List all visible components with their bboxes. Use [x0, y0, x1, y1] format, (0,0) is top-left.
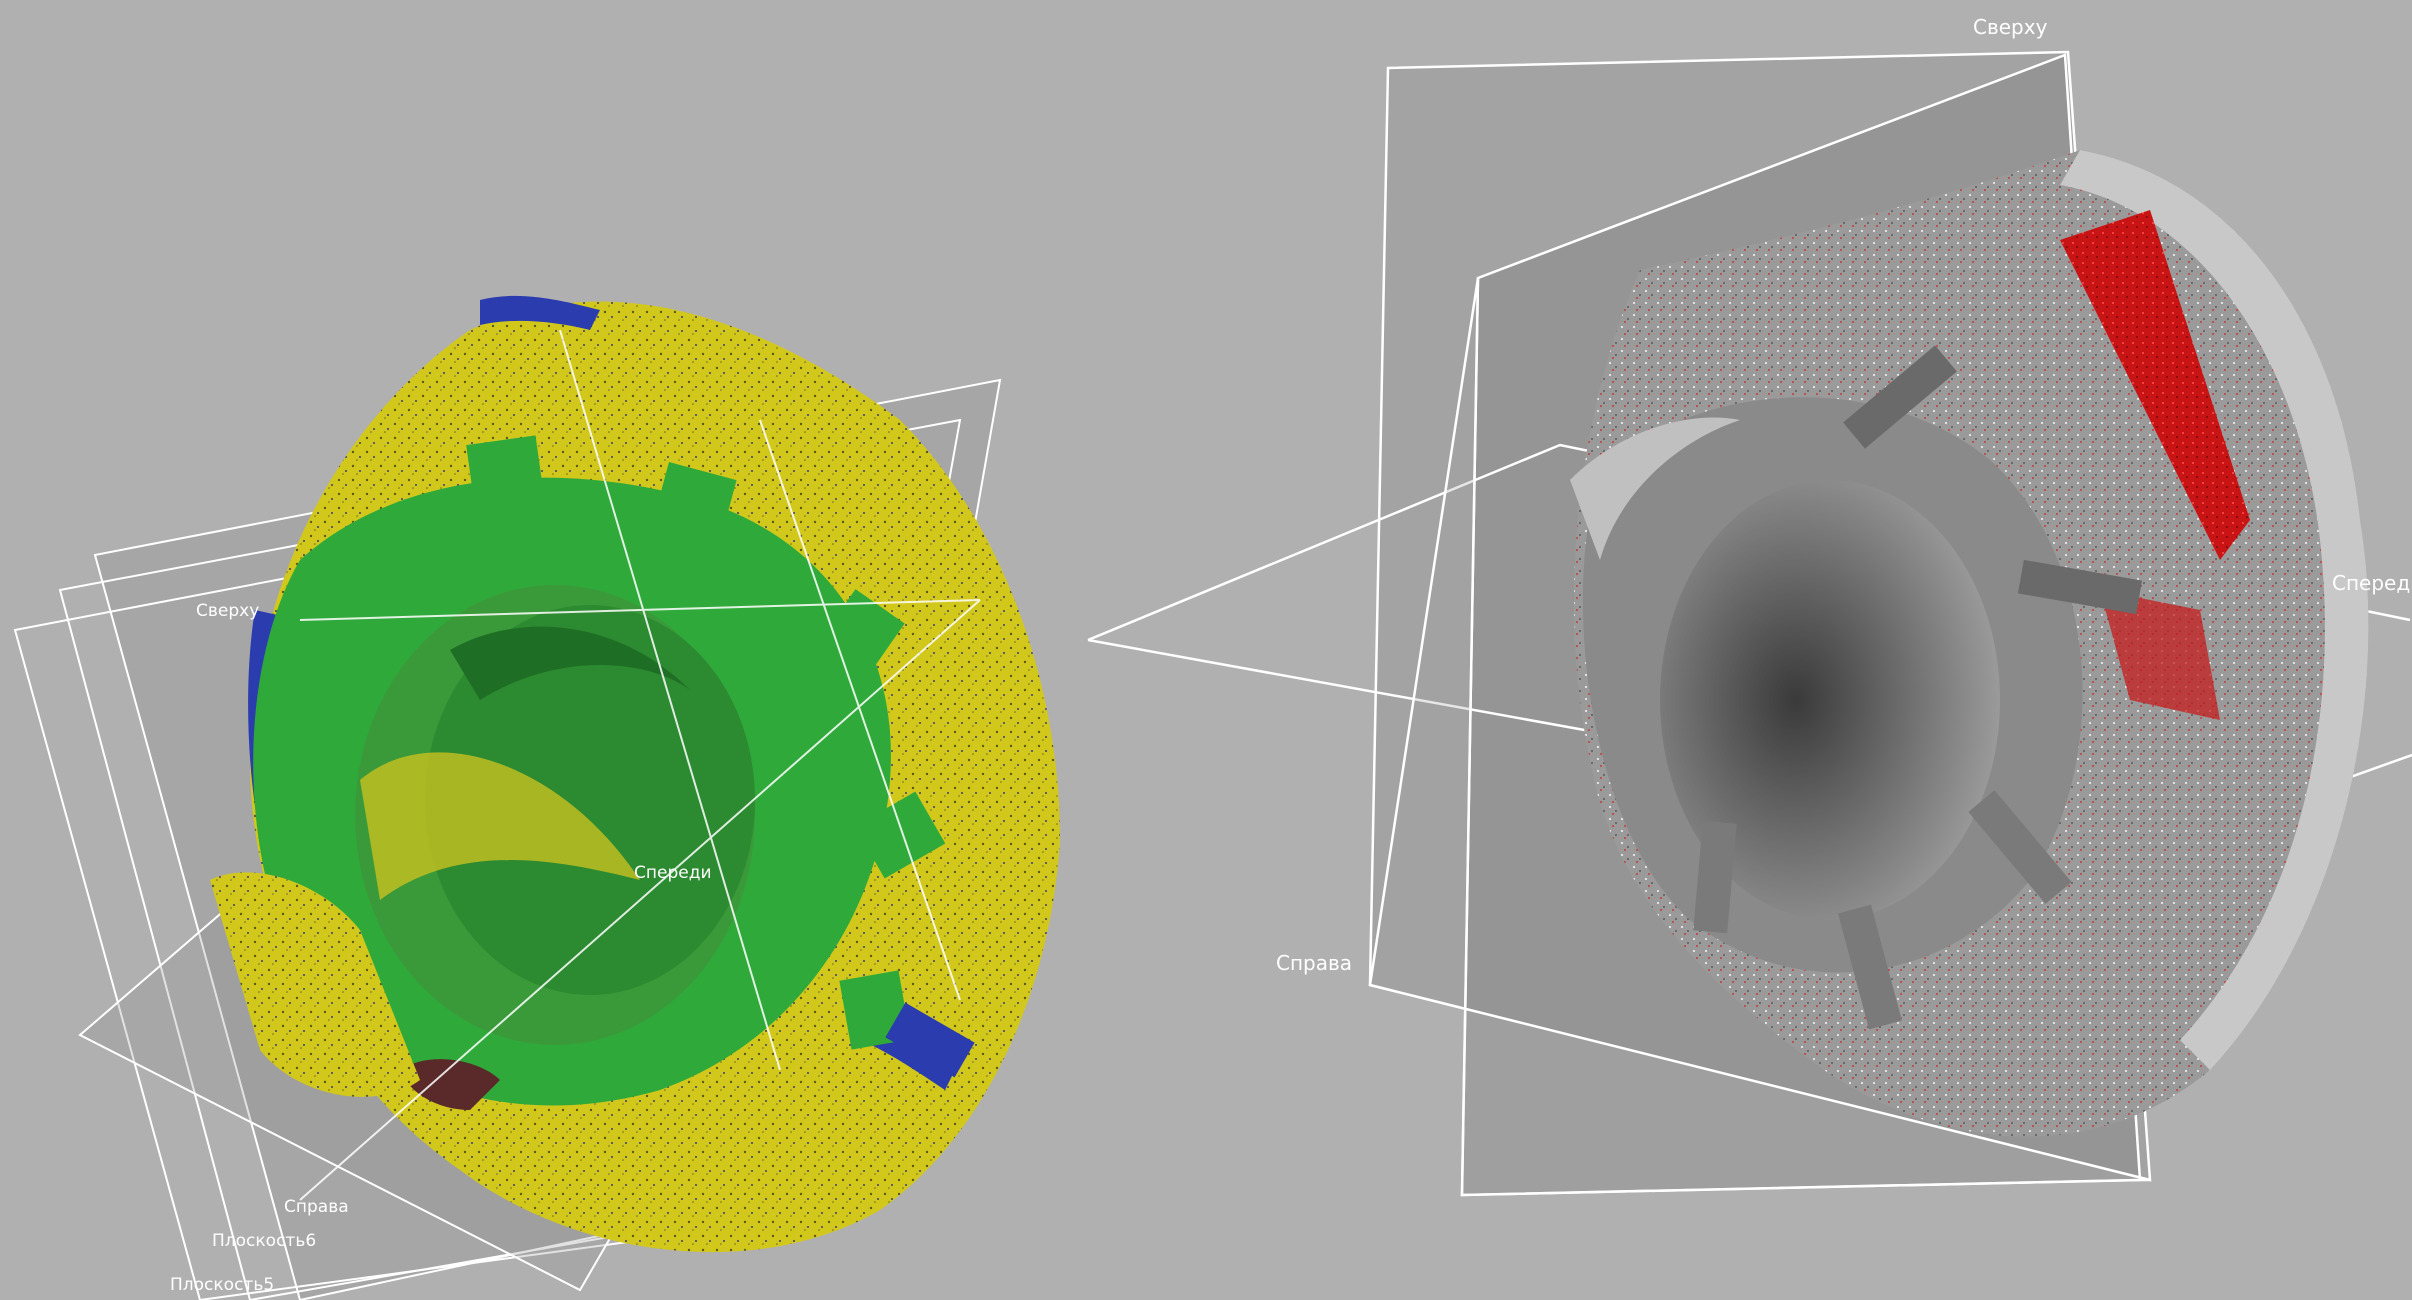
- right-scan-model[interactable]: Сверху Спереди Справа: [1087, 15, 2412, 1197]
- left-label-right: Справа: [284, 1197, 349, 1217]
- left-scan-body: [210, 295, 1060, 1253]
- left-scan-model[interactable]: Сверху Спереди Справа Плоскость6 Плоскос…: [13, 295, 1060, 1300]
- left-plane-outlines: [299, 329, 981, 1201]
- right-label-top: Сверху: [1973, 15, 2048, 39]
- left-label-top: Сверху: [196, 601, 259, 621]
- right-scan-body: [1570, 150, 2369, 1137]
- left-label-plane5: Плоскость5: [170, 1275, 274, 1295]
- right-front-plane: [1368, 277, 2151, 1197]
- right-label-right: Справа: [1276, 951, 1352, 975]
- left-label-front: Спереди: [634, 863, 712, 883]
- right-label-front: Спереди: [2332, 571, 2412, 595]
- left-label-plane6: Плоскость6: [212, 1231, 316, 1251]
